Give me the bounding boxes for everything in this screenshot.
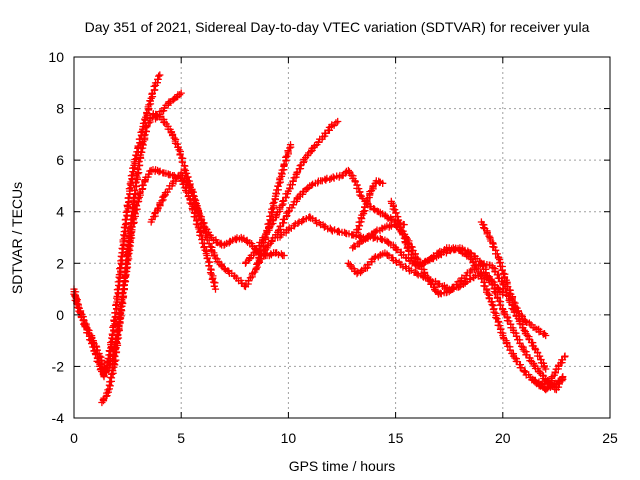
y-tick-label: -4 (52, 410, 65, 426)
data-point (334, 117, 342, 126)
series-5-markers (152, 91, 184, 121)
x-tick-label: 25 (602, 430, 618, 446)
y-axis: -4 -2 0 2 4 6 8 10 (48, 49, 610, 426)
y-tick-label: 0 (56, 307, 64, 323)
series-10-markers (350, 220, 548, 371)
chart-title: Day 351 of 2021, Sidereal Day-to-day VTE… (85, 19, 590, 35)
series-14 (529, 352, 569, 389)
series-11-markers (353, 177, 384, 234)
x-tick-label: 20 (495, 430, 511, 446)
series-8-markers (276, 213, 566, 393)
series-12 (387, 197, 567, 394)
series-10 (349, 220, 550, 373)
series-2-markers (71, 166, 219, 375)
x-tick-label: 10 (281, 430, 297, 446)
series-6-markers (242, 119, 340, 266)
x-axis-title: GPS time / hours (289, 458, 396, 474)
y-tick-label: -2 (52, 358, 65, 374)
data-point (177, 89, 185, 97)
series-14-markers (531, 353, 569, 388)
series-4-markers (148, 143, 295, 290)
plot-frame (73, 56, 611, 419)
series-5 (151, 89, 185, 123)
x-tick-label: 15 (388, 430, 404, 446)
y-tick-label: 4 (56, 204, 64, 220)
series-4 (147, 141, 295, 291)
series-12-markers (388, 199, 566, 393)
series-13 (477, 218, 550, 340)
series-9 (344, 249, 507, 298)
series-11 (353, 177, 387, 236)
series-13-markers (479, 220, 549, 338)
data-point (284, 208, 292, 216)
x-tick-label: 5 (177, 430, 185, 446)
series-6 (241, 117, 342, 267)
y-tick-label: 8 (56, 101, 64, 117)
data-point (160, 192, 168, 200)
y-tick-label: 2 (56, 255, 64, 271)
y-axis-title: SDTVAR / TECUs (9, 182, 25, 294)
y-tick-label: 6 (56, 152, 64, 168)
y-tick-label: 10 (48, 49, 64, 65)
x-axis: 0 5 10 15 20 25 (70, 57, 618, 446)
series-2 (70, 166, 220, 376)
plot-data (70, 71, 569, 407)
data-point (254, 259, 262, 267)
x-tick-label: 0 (70, 430, 78, 446)
data-point (156, 71, 164, 79)
